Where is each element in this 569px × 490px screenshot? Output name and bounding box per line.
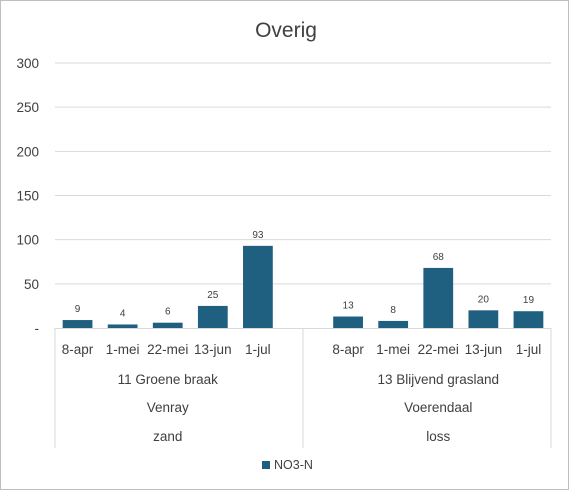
y-tick-label: 150 bbox=[16, 189, 39, 204]
x-axis: 8-apr 1-mei 22-mei 13-jun 1-jul 11 Groene bra… bbox=[54, 328, 552, 448]
data-label: 20 bbox=[478, 294, 490, 305]
data-label: 19 bbox=[523, 295, 535, 306]
x-tick-label: 8-apr bbox=[62, 342, 94, 357]
bar bbox=[107, 324, 138, 328]
data-label: 4 bbox=[120, 308, 126, 319]
y-tick-label: 200 bbox=[16, 144, 39, 159]
data-label: 13 bbox=[343, 301, 355, 312]
gridlines bbox=[55, 62, 551, 285]
bars bbox=[62, 245, 544, 328]
data-label: 6 bbox=[165, 307, 171, 318]
x-tick-label: 8-apr bbox=[332, 342, 364, 357]
group-place-label: Voerendaal bbox=[404, 400, 472, 415]
x-tick-label: 13-jun bbox=[194, 342, 232, 357]
data-label: 8 bbox=[390, 305, 396, 316]
y-tick-label: 100 bbox=[16, 233, 39, 248]
legend-swatch-no3-n bbox=[262, 461, 270, 469]
data-label: 25 bbox=[207, 290, 219, 301]
y-tick-label: 50 bbox=[24, 277, 39, 292]
chart-title: Overig bbox=[255, 19, 317, 42]
group-soil-label: zand bbox=[153, 429, 182, 444]
group-location-label: 13 Blijvend grasland bbox=[377, 372, 499, 387]
bar bbox=[62, 320, 93, 328]
bar bbox=[513, 311, 544, 328]
x-tick-label: 1-jul bbox=[516, 342, 542, 357]
bar bbox=[197, 305, 228, 328]
x-tick-label: 1-jul bbox=[245, 342, 271, 357]
x-tick-label: 1-mei bbox=[376, 342, 410, 357]
bar bbox=[423, 267, 454, 328]
bar bbox=[243, 245, 273, 328]
group-location-label: 11 Groene braak bbox=[118, 372, 219, 387]
bar bbox=[378, 320, 409, 328]
bar bbox=[468, 310, 499, 328]
bar bbox=[152, 322, 183, 328]
x-tick-label: 13-jun bbox=[465, 342, 503, 357]
data-label: 68 bbox=[433, 252, 445, 263]
legend: NO3-N bbox=[262, 458, 313, 472]
x-tick-label: 22-mei bbox=[418, 342, 459, 357]
data-labels: 9 4 6 25 93 13 8 68 20 19 bbox=[75, 230, 535, 320]
y-tick-label: 300 bbox=[16, 56, 39, 71]
data-label: 9 bbox=[75, 304, 81, 315]
data-label: 93 bbox=[252, 230, 264, 241]
group-place-label: Venray bbox=[147, 400, 189, 415]
bar bbox=[333, 316, 363, 328]
legend-label-no3-n: NO3-N bbox=[274, 458, 313, 472]
x-tick-label: 22-mei bbox=[147, 342, 188, 357]
group-soil-label: loss bbox=[426, 429, 450, 444]
y-tick-label: - bbox=[35, 321, 40, 336]
y-axis-ticks: - 50 100 150 200 250 300 bbox=[16, 56, 39, 336]
y-tick-label: 250 bbox=[16, 100, 39, 115]
x-tick-label: 1-mei bbox=[106, 342, 140, 357]
